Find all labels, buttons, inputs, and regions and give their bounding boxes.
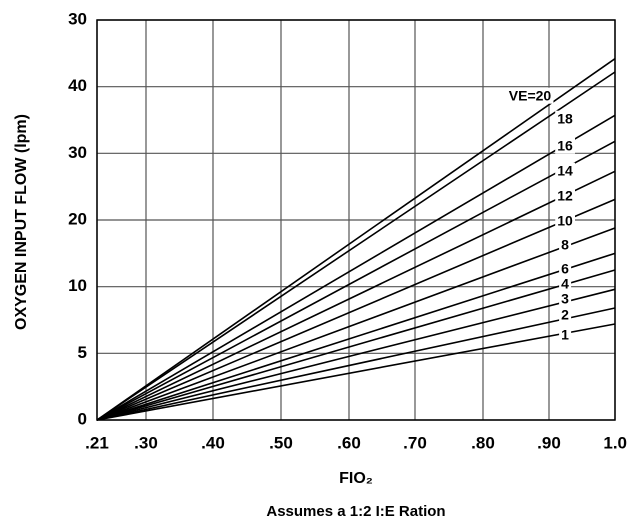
x-tick-label: .50 xyxy=(269,433,293,452)
x-axis-label: FIO₂ xyxy=(339,470,373,487)
series-label: 6 xyxy=(561,261,569,277)
x-tick-label: .21 xyxy=(85,433,109,452)
y-tick-label: 30 xyxy=(68,143,87,162)
label-background xyxy=(555,162,575,179)
y-tick-label: 0 xyxy=(78,409,87,428)
subtitle: Assumes a 1:2 I:E Ration xyxy=(266,503,445,520)
label-background xyxy=(555,137,575,154)
label-background xyxy=(559,236,572,253)
series-label: 10 xyxy=(557,213,573,229)
series-label: 1 xyxy=(561,327,569,343)
x-tick-label: .70 xyxy=(403,433,427,452)
series-label: VE=20 xyxy=(509,88,552,104)
series-line xyxy=(96,323,616,421)
y-axis-label: OXYGEN INPUT FLOW (lpm) xyxy=(13,114,30,330)
series-label: 16 xyxy=(557,138,573,154)
series-label: 4 xyxy=(561,276,569,292)
series-label: 12 xyxy=(557,188,573,204)
label-background xyxy=(555,187,575,204)
label-background xyxy=(559,290,572,307)
series-line xyxy=(96,114,616,421)
x-tick-label: .40 xyxy=(201,433,225,452)
label-background xyxy=(506,87,554,104)
y-tick-label: 5 xyxy=(78,343,87,362)
x-tick-label: .30 xyxy=(134,433,158,452)
series-label: 2 xyxy=(561,307,569,323)
series-line xyxy=(96,170,616,421)
series-line xyxy=(96,198,616,421)
series-line xyxy=(96,288,616,421)
series-line xyxy=(96,307,616,421)
x-tick-label: .80 xyxy=(471,433,495,452)
label-background xyxy=(555,212,575,229)
label-background xyxy=(559,260,572,277)
label-background xyxy=(559,306,572,323)
label-background xyxy=(559,326,572,343)
x-tick-label: .60 xyxy=(337,433,361,452)
y-tick-label: 10 xyxy=(68,276,87,295)
series-label: 8 xyxy=(561,237,569,253)
series-label: 3 xyxy=(561,291,569,307)
series-line xyxy=(96,58,616,421)
plot-frame xyxy=(96,19,616,421)
y-tick-label: 30 xyxy=(68,9,87,28)
y-tick-label: 20 xyxy=(68,209,87,228)
series-line xyxy=(96,71,616,421)
x-tick-label: .90 xyxy=(537,433,561,452)
series-line xyxy=(96,227,616,421)
series-line xyxy=(96,269,616,421)
x-tick-label: 1.0 xyxy=(603,433,627,452)
label-background xyxy=(555,110,575,127)
series-label: 18 xyxy=(557,111,573,127)
series-line xyxy=(96,140,616,421)
series-label: 14 xyxy=(557,163,573,179)
label-background xyxy=(559,275,572,292)
series-line xyxy=(96,252,616,421)
y-tick-label: 40 xyxy=(68,76,87,95)
